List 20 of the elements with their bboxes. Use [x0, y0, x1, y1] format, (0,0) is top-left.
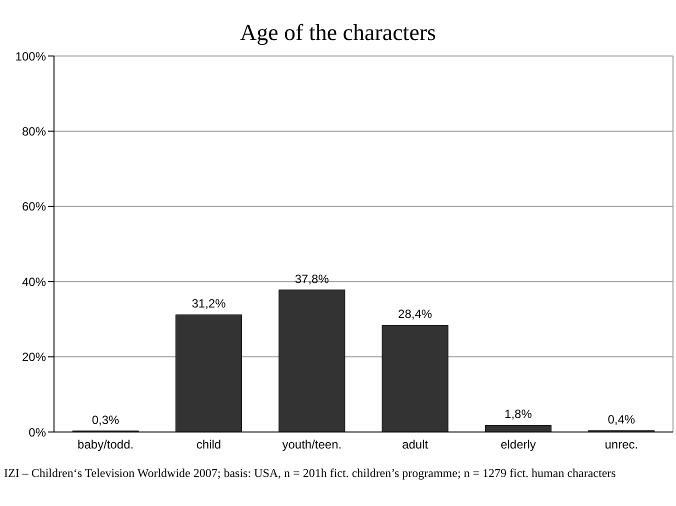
x-tick-label: child: [196, 438, 222, 452]
y-tick-label: 0%: [28, 425, 46, 440]
data-label: 28,4%: [398, 307, 432, 322]
y-tick-label: 100%: [15, 49, 46, 64]
text: IZI – Children‘s Television Worldwide 2007; basis: USA, n = 201h fict. children’s programme; n = 1279 fict. human characters: [4, 466, 617, 481]
x-tick-label: youth/teen.: [282, 438, 342, 452]
y-tick-label: 40%: [22, 274, 46, 289]
chart-title: Age of the characters: [238, 20, 438, 46]
y-tick-label: 60%: [22, 200, 46, 214]
data-label: 37,8%: [294, 272, 330, 286]
y-tick-label: 80%: [22, 124, 46, 138]
x-tick-label: elderly: [500, 438, 536, 452]
data-label: 1,8%: [504, 407, 532, 422]
data-label: 0,3%: [92, 412, 120, 427]
x-tick-label: adult: [402, 438, 429, 452]
x-tick-label: unrec.: [604, 438, 638, 452]
y-tick-label: 20%: [22, 350, 46, 364]
data-label: 31,2%: [192, 296, 226, 311]
data-label: 0,4%: [608, 412, 636, 426]
x-tick-label: baby/todd.: [78, 438, 134, 452]
